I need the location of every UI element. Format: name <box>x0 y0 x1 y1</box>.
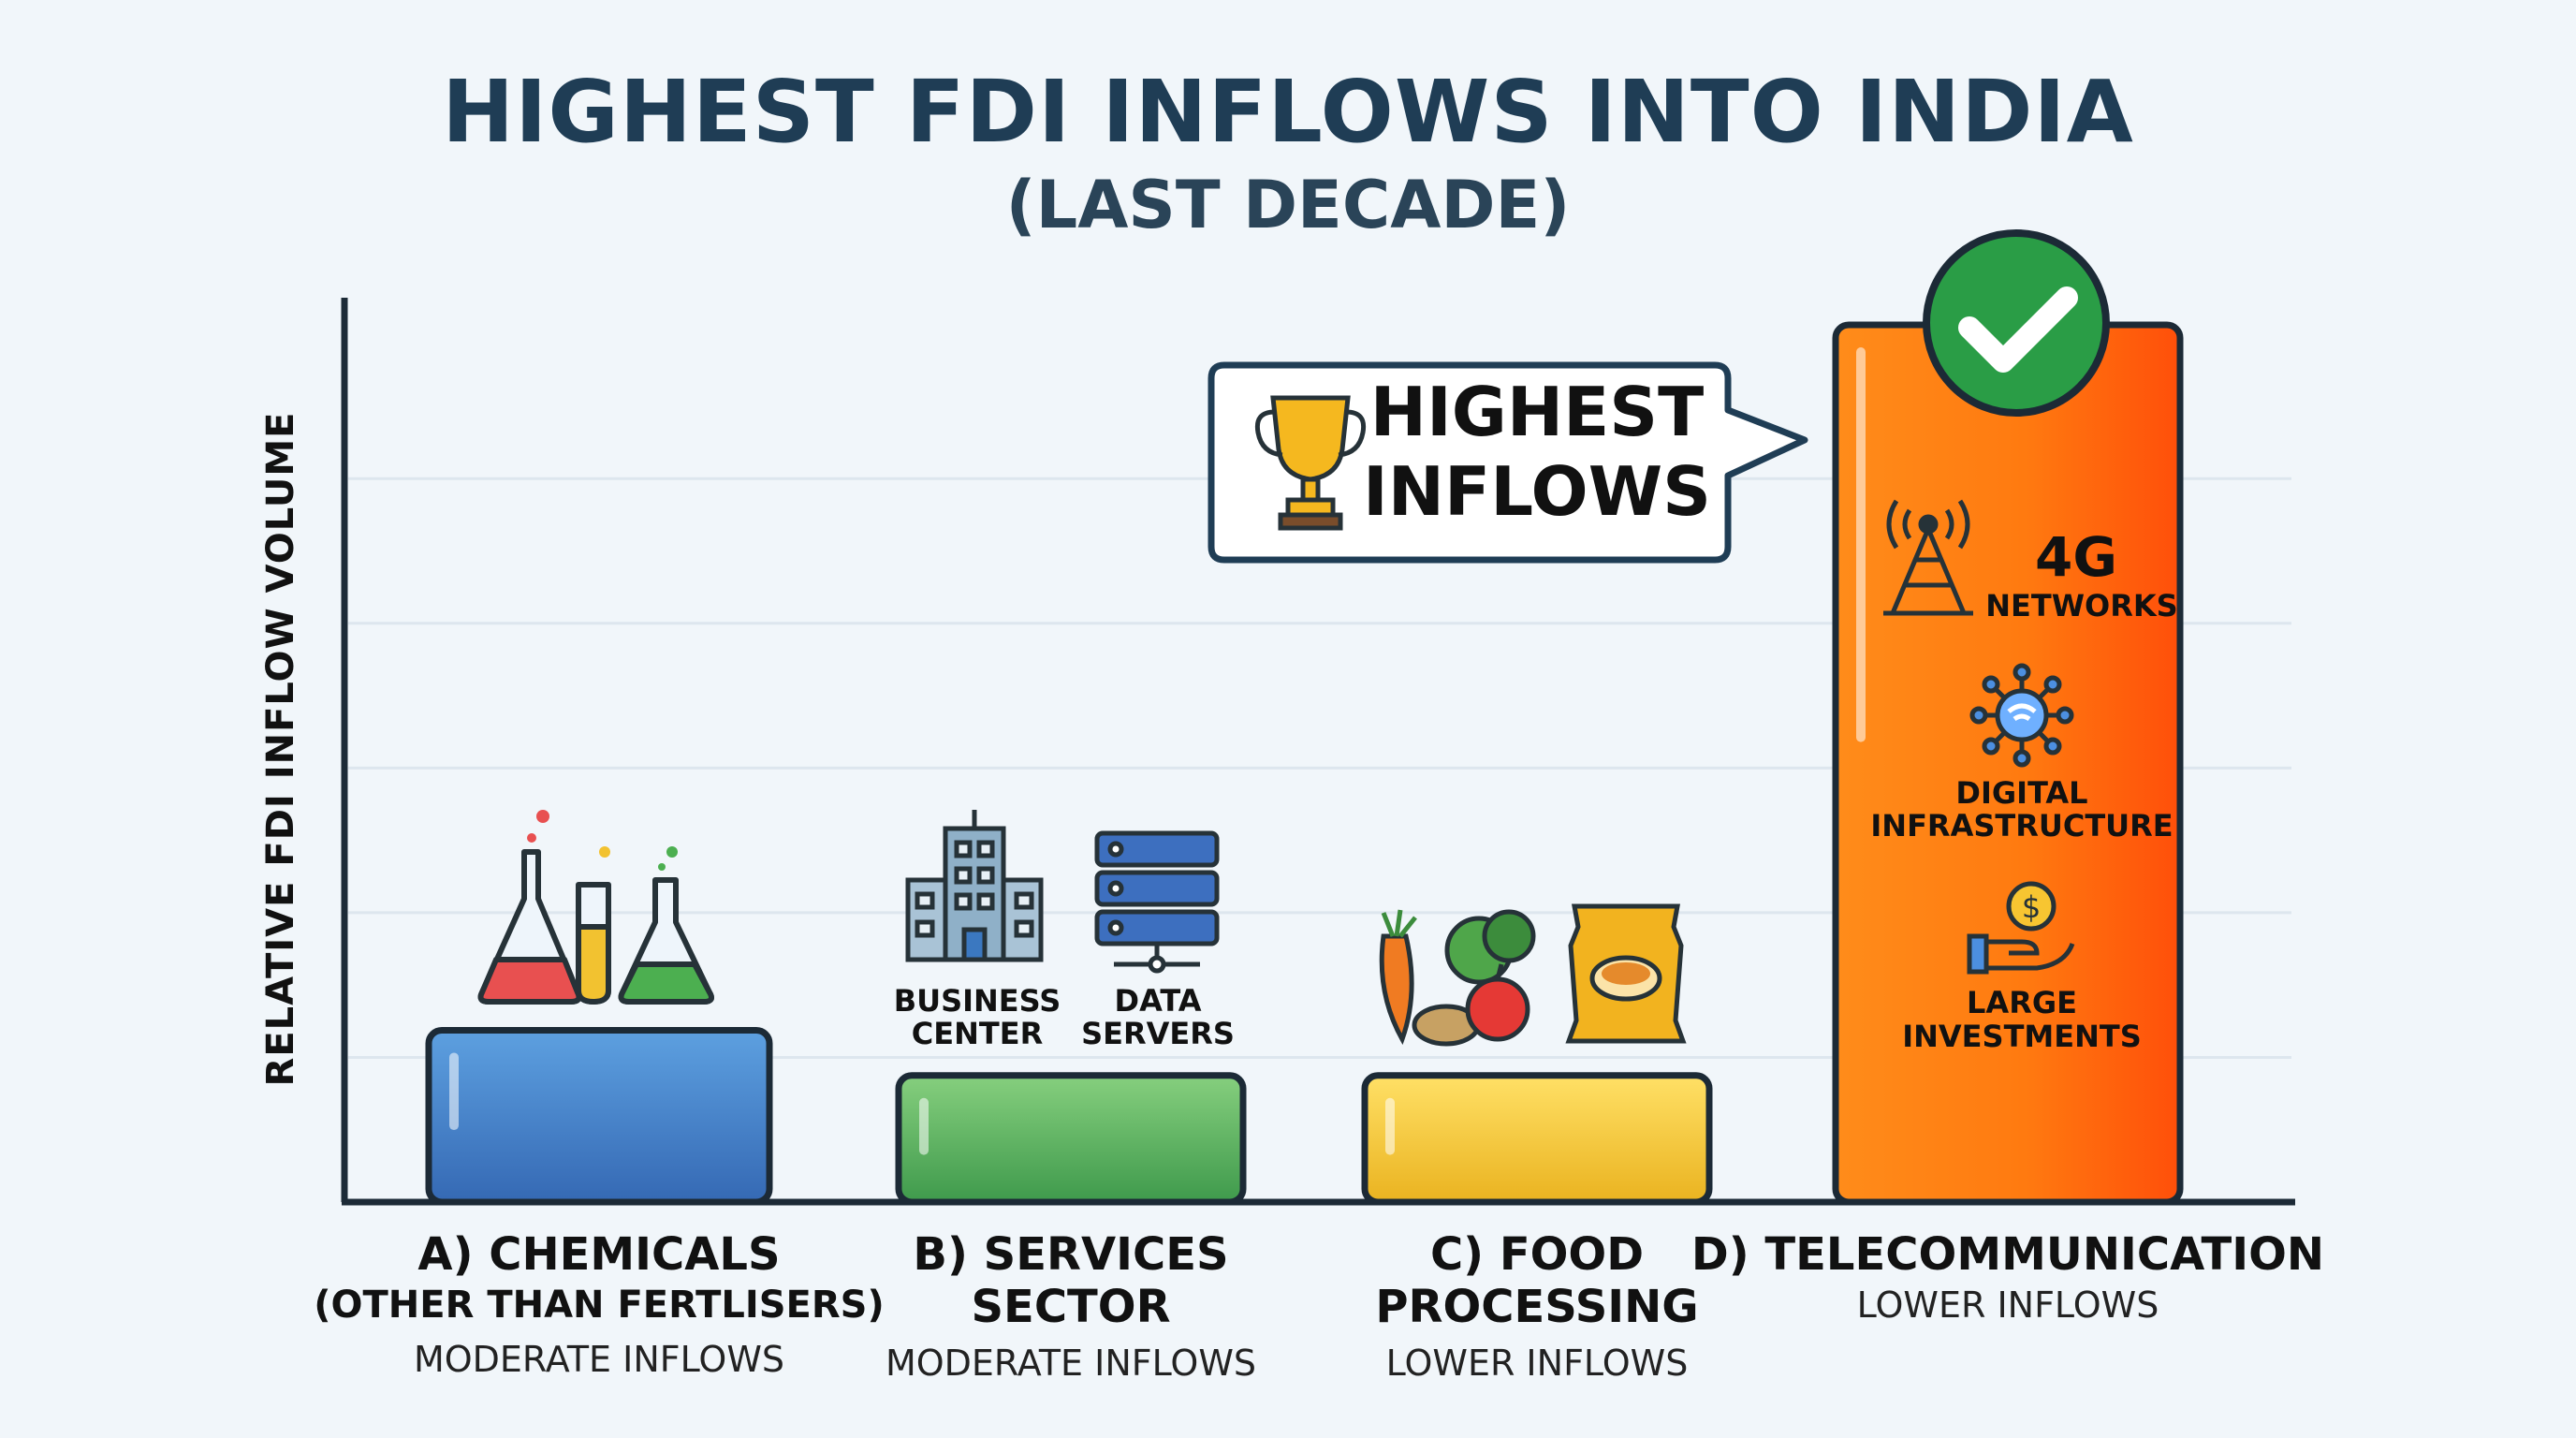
feature-networks-label: NETWORKS <box>1985 588 2177 624</box>
business-center-caption-1: BUSINESS <box>894 983 1061 1019</box>
category-label-services: B) SERVICES SECTOR MODERATE INFLOWS <box>886 1228 1256 1384</box>
chart-title: HIGHEST FDI INFLOWS INTO INDIA <box>442 62 2134 162</box>
business-center-caption-2: CENTER <box>912 1016 1043 1051</box>
svg-text:$: $ <box>2022 889 2041 925</box>
callout-line2: INFLOWS <box>1363 452 1711 531</box>
category-a-status: MODERATE INFLOWS <box>413 1339 785 1380</box>
category-c-subname: PROCESSING <box>1375 1281 1699 1333</box>
category-a-name: A) CHEMICALS <box>417 1228 781 1281</box>
cell-tower-icon <box>1883 499 1973 616</box>
category-d-status: LOWER INFLOWS <box>1856 1284 2159 1326</box>
category-label-telecom: D) TELECOMMUNICATION LOWER INFLOWS <box>1691 1228 2324 1326</box>
network-icon <box>1969 663 2074 768</box>
bar-telecom <box>1832 321 2184 1206</box>
category-label-chemicals: A) CHEMICALS (OTHER THAN FERTLISERS) MOD… <box>314 1228 885 1380</box>
category-b-name: B) SERVICES <box>913 1228 1229 1281</box>
flask-icon <box>477 810 714 1005</box>
investment-hand-icon: $ <box>1967 881 2075 975</box>
feature-infrastructure-label: INFRASTRUCTURE <box>1870 808 2173 844</box>
chart-subtitle: (LAST DECADE) <box>1005 167 1571 243</box>
highest-inflows-callout: HIGHEST INFLOWS <box>1208 361 1808 564</box>
feature-digital-label: DIGITAL <box>1955 775 2087 811</box>
building-icon <box>905 810 1044 962</box>
food-packet-icon <box>1565 903 1687 1044</box>
server-icon <box>1094 830 1220 974</box>
category-a-subname: (OTHER THAN FERTLISERS) <box>314 1284 885 1327</box>
category-b-subname: SECTOR <box>971 1281 1171 1333</box>
bar-food <box>1361 1072 1713 1206</box>
category-d-name: D) TELECOMMUNICATION <box>1690 1228 2325 1281</box>
checkmark-icon <box>1923 229 2110 417</box>
category-b-status: MODERATE INFLOWS <box>885 1343 1257 1384</box>
feature-large-label: LARGE <box>1967 985 2077 1020</box>
feature-investments-label: INVESTMENTS <box>1902 1019 2142 1054</box>
callout-line1: HIGHEST <box>1370 373 1705 451</box>
bar-services-highlight <box>919 1097 929 1155</box>
bar-telecom-highlight <box>1856 346 1866 742</box>
bar-chemicals-highlight <box>449 1052 459 1131</box>
vegetables-icon <box>1379 909 1536 1047</box>
data-servers-caption-1: DATA <box>1115 983 1202 1019</box>
trophy-icon <box>1254 395 1367 531</box>
data-servers-caption-2: SERVERS <box>1081 1016 1235 1051</box>
bar-food-highlight <box>1385 1097 1395 1155</box>
bar-chemicals <box>425 1026 773 1206</box>
category-c-status: LOWER INFLOWS <box>1385 1343 1689 1384</box>
feature-4g-label: 4G <box>2035 525 2117 589</box>
bar-services <box>895 1072 1247 1206</box>
category-label-food: C) FOOD PROCESSING LOWER INFLOWS <box>1375 1228 1698 1384</box>
category-c-name: C) FOOD <box>1429 1228 1645 1281</box>
